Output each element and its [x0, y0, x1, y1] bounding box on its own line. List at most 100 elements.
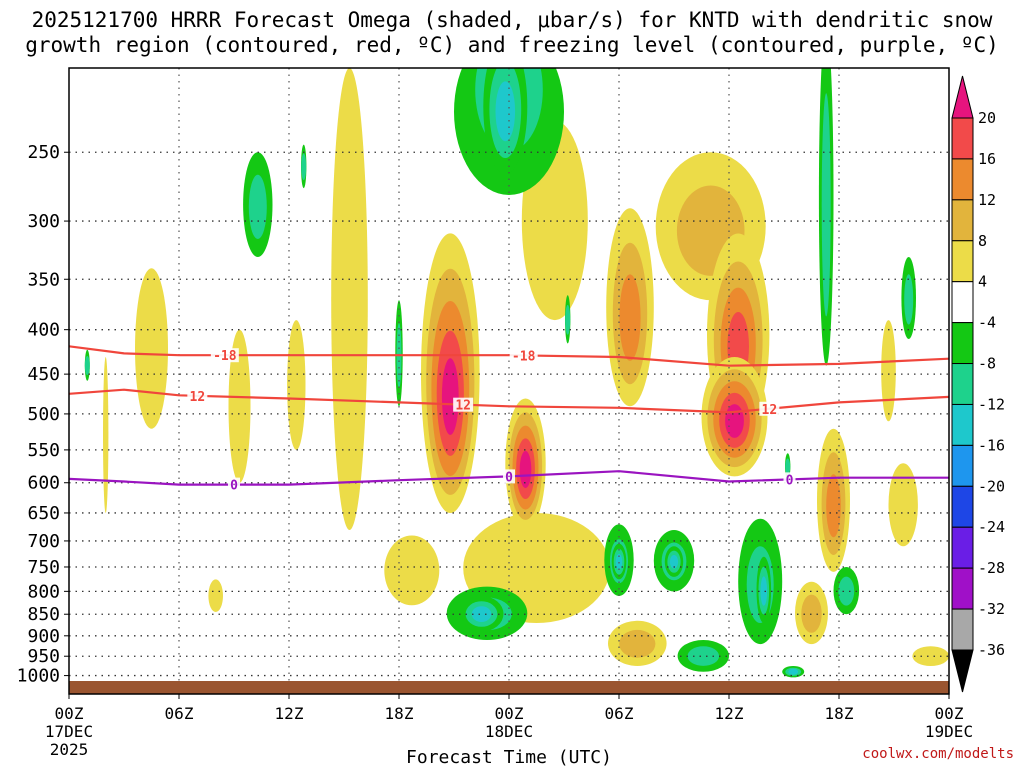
y-tick-label-1000: 1000: [17, 666, 60, 687]
y-tick-label-750: 750: [27, 557, 60, 578]
colorbar-bin--32--28: [951, 567, 974, 610]
y-tick-label-600: 600: [27, 473, 60, 494]
colorbar-top-triangle: [951, 75, 974, 119]
colorbar-bin-16-20: [951, 117, 974, 160]
y-tick-label-400: 400: [27, 320, 60, 341]
y-tick-label-350: 350: [27, 269, 60, 290]
colorbar-label-4: 4: [978, 273, 987, 291]
y-tick-label-700: 700: [27, 531, 60, 552]
omega-ascent-02z-band-1: [103, 357, 109, 513]
omega-descent-upper-00z-b-band-3: [495, 81, 516, 142]
x-tick-date-24: 18DEC: [485, 722, 533, 741]
y-tick-label-550: 550: [27, 440, 60, 461]
contours: -18 -18 12 12 12 0 0 0: [69, 345, 949, 494]
contour-label-freezing-level-1: 0: [505, 470, 513, 485]
y-tick-label-800: 800: [27, 581, 60, 602]
colorbar-bin-8-12: [951, 199, 974, 242]
omega-descent-06z-b-band-3: [615, 553, 623, 570]
colorbar-bin-4-8: [951, 240, 974, 283]
y-tick-label-900: 900: [27, 626, 60, 647]
omega-ascent-1430z-low-band-2: [801, 594, 822, 633]
y-tick-label-300: 300: [27, 211, 60, 232]
colorbar-label-5: -4: [978, 314, 996, 332]
x-tick-label-24: 00Z: [495, 704, 524, 723]
y-tick-label-450: 450: [27, 364, 60, 385]
x-tick-date-48: 19DEC: [925, 722, 973, 741]
x-tick-label-0: 00Z: [55, 704, 84, 723]
omega-ascent-core-12z-b-band-5: [725, 404, 744, 438]
omega-ascent-23z-low-band-1: [912, 646, 949, 666]
ground-surface: [69, 681, 949, 694]
omega-ascent-0630z-band-2: [619, 629, 656, 658]
colorbar: 20 16 12 8 4 -4 -8 -12 -16 -20 -24 -28 -32 -36: [951, 75, 1005, 693]
contour-label-bg-dgz-minus18-1: [509, 348, 538, 363]
contour-label-dgz-minus12-0: 12: [190, 390, 206, 405]
omega-descent-1730z-low-band-2: [838, 576, 855, 606]
colorbar-label-13: -36: [978, 641, 1005, 659]
contour-label-bg-dgz-minus18-0: [210, 348, 239, 363]
contour-label-dgz-minus12-1: 12: [455, 399, 471, 414]
contour-label-freezing-level-0: 0: [230, 479, 238, 494]
colorbar-bin--4-4: [951, 281, 974, 324]
x-tick-label-30: 06Z: [605, 704, 634, 723]
y-tick-label-250: 250: [27, 142, 60, 163]
omega-descent-1230z-upper-band-2: [301, 153, 307, 181]
colorbar-label-1: 16: [978, 150, 996, 168]
colorbar-bin--28--24: [951, 526, 974, 569]
omega-descent-1330z-b-band-3: [760, 576, 768, 606]
credit-text: coolwx.com/modelts: [862, 746, 1014, 762]
omega-descent-2130z-band-2: [904, 274, 914, 325]
contour-label-bg-freezing-level-2: [783, 472, 796, 487]
omega-descent-1730z-upper-band-2: [821, 93, 831, 317]
contour-label-bg-freezing-level-1: [503, 469, 515, 484]
omega-descent-1530z-band-2: [785, 458, 791, 475]
omega-ascent-1430z-band-1: [331, 68, 368, 530]
y-tick-label-650: 650: [27, 503, 60, 524]
omega-descent-low-2230z-band-3: [471, 606, 492, 622]
omega-descent-15z-low-band-3: [788, 668, 799, 675]
colorbar-bin--12--8: [951, 363, 974, 405]
omega-descent-0830z-b-band-3: [669, 555, 679, 569]
colorbar-label-10: -24: [978, 518, 1005, 536]
x-tick-date-0: 17DEC: [45, 722, 93, 741]
colorbar-label-0: 20: [978, 109, 996, 127]
omega-ascent-04z-band-1: [135, 268, 168, 429]
colorbar-label-9: -20: [978, 477, 1005, 495]
contour-label-bg-dgz-minus12-1: [453, 397, 474, 412]
axes: 2503003504004505005506006507007508008509…: [17, 142, 973, 768]
contour-label-freezing-level-2: 0: [786, 473, 794, 488]
omega-descent-01z-left-band-2: [84, 356, 90, 375]
omega-ascent-22z-band-1: [888, 463, 918, 547]
omega-shading: [84, 68, 949, 678]
colorbar-bottom-triangle: [951, 649, 974, 693]
contour-label-bg-dgz-minus12-2: [759, 401, 780, 416]
y-tick-label-500: 500: [27, 404, 60, 425]
x-tick-label-36: 12Z: [715, 704, 744, 723]
x-tick-label-18: 18Z: [385, 704, 414, 723]
chart-title-line-2: growth region (contoured, red, ºC) and f…: [25, 33, 999, 57]
omega-ascent-08z-band-1: [208, 579, 223, 612]
contour-label-dgz-minus12-2: 12: [762, 403, 778, 418]
colorbar-bin--24--20: [951, 485, 974, 528]
x-tick-label-42: 18Z: [825, 704, 854, 723]
colorbar-bin--20--16: [951, 444, 974, 487]
colorbar-label-11: -28: [978, 559, 1005, 577]
colorbar-bin--16--12: [951, 403, 974, 446]
omega-descent-10z-low-band-2: [687, 646, 720, 666]
colorbar-label-3: 8: [978, 232, 987, 250]
omega-descent-0230z-band-2: [565, 304, 571, 335]
contour-label-bg-freezing-level-0: [228, 477, 240, 492]
x-tick-label-12: 12Z: [275, 704, 304, 723]
omega-ascent-0530z-band-3: [619, 274, 641, 361]
colorbar-bin--36--32: [951, 608, 974, 651]
colorbar-label-7: -12: [978, 395, 1005, 413]
omega-descent-09z-upper-band-2: [248, 174, 267, 239]
contour-label-bg-dgz-minus12-0: [187, 388, 208, 403]
x-tick-label-6: 06Z: [165, 704, 194, 723]
colorbar-bin--8--4: [951, 322, 974, 365]
colorbar-label-12: -32: [978, 600, 1005, 618]
omega-ascent-1730z-band-3: [826, 474, 841, 538]
colorbar-label-2: 12: [978, 191, 996, 209]
